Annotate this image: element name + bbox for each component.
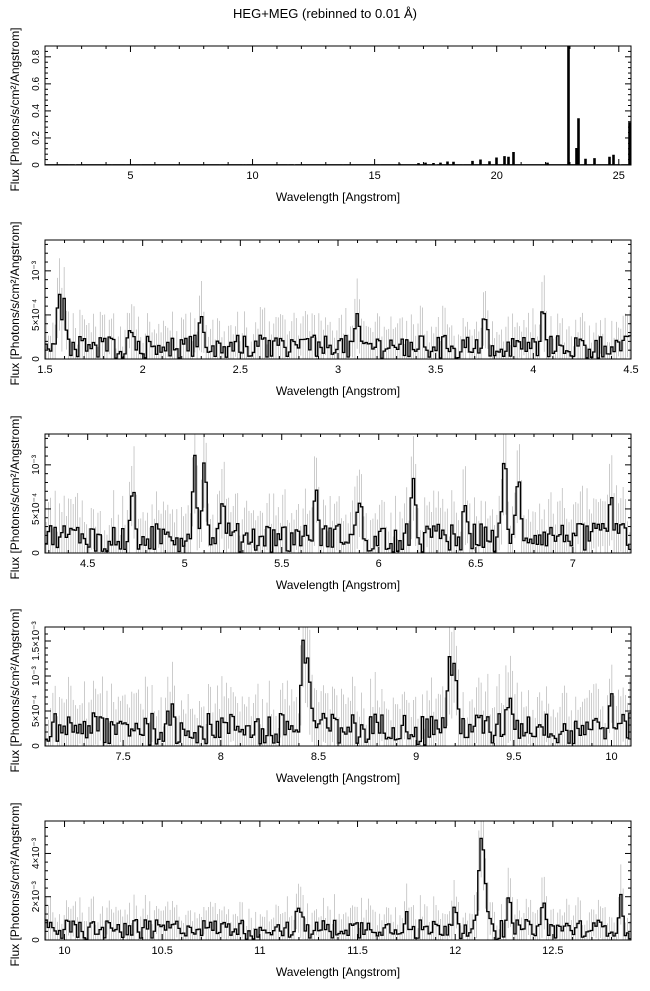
y-axis-label: Flux [Photons/s/cm²/Angstrom]: [8, 221, 22, 385]
x-tick-label: 12.5: [542, 945, 563, 957]
x-tick-label: 6: [376, 558, 382, 570]
y-axis-label: Flux [Photons/s/cm²/Angstrom]: [8, 802, 22, 966]
x-tick-label: 10: [58, 945, 70, 957]
plot-frame: [44, 433, 632, 554]
x-axis-label: Wavelength [Angstrom]: [276, 384, 400, 398]
x-tick-label: 4.5: [80, 558, 95, 570]
x-tick-label: 2.5: [233, 364, 248, 376]
x-tick-label: 4.5: [623, 364, 638, 376]
y-tick-label: 0.4: [31, 104, 42, 118]
y-tick-label: 5×10⁻⁴: [31, 493, 42, 525]
x-tick-label: 1.5: [37, 364, 52, 376]
x-tick-label: 7.5: [115, 751, 130, 763]
x-axis-label: Wavelength [Angstrom]: [276, 190, 400, 204]
y-tick-label: 0: [31, 550, 42, 556]
spectrum-line: [45, 46, 631, 165]
spectrum-data: [45, 46, 631, 165]
x-tick-label: 10: [246, 170, 258, 182]
spectrum-data: [45, 821, 631, 940]
y-axis-label: Flux [Photons/s/cm²/Angstrom]: [8, 27, 22, 191]
x-axis-label: Wavelength [Angstrom]: [276, 965, 400, 979]
y-tick-label: 0.6: [31, 76, 42, 90]
x-tick-label: 25: [613, 170, 625, 182]
x-tick-label: 20: [491, 170, 503, 182]
spectrum-line: [45, 639, 631, 746]
x-axis-label: Wavelength [Angstrom]: [276, 771, 400, 785]
y-tick-label: 2×10⁻³: [31, 880, 42, 912]
spectrum-data: [45, 258, 631, 359]
spectrum-line: [45, 837, 631, 940]
y-tick-label: 0.8: [31, 49, 42, 63]
x-tick-label: 4: [530, 364, 536, 376]
x-tick-label: 9.5: [506, 751, 521, 763]
x-tick-label: 8.5: [311, 751, 326, 763]
x-tick-label: 10.5: [151, 945, 172, 957]
panel-4: 7.5 8 8.5 9 9.5 10 0 5×10⁻⁴ 10⁻³ 1.5×10⁻³ Waveleng…: [8, 608, 632, 785]
plot-frame: [44, 45, 632, 166]
x-tick-label: 3.5: [428, 364, 443, 376]
y-tick-label: 10⁻³: [31, 260, 42, 280]
x-tick-label: 10: [605, 751, 617, 763]
y-tick-label: 5×10⁻⁴: [31, 299, 42, 331]
x-axis-label: Wavelength [Angstrom]: [276, 578, 400, 592]
x-tick-label: 11: [254, 945, 265, 957]
panel-1: 5 10 15 20 25 0 0.2 0.4 0.6 0.8 Wavelength [Angstr…: [8, 27, 632, 204]
x-tick-label: 6.5: [468, 558, 483, 570]
x-tick-label: 11.5: [347, 945, 368, 957]
x-tick-label: 5: [182, 558, 188, 570]
x-tick-label: 2: [140, 364, 146, 376]
y-tick-label: 5×10⁻⁴: [31, 695, 42, 727]
x-tick-label: 9: [413, 751, 419, 763]
y-tick-label: 0: [31, 356, 42, 362]
y-tick-label: 1.5×10⁻³: [31, 621, 42, 661]
panel-5: 10 10.5 11 11.5 12 12.5 0 2×10⁻³ 4×10⁻³ Wavelengt…: [8, 802, 632, 979]
y-tick-label: 10⁻³: [31, 454, 42, 474]
y-axis-label: Flux [Photons/s/cm²/Angstrom]: [8, 608, 22, 772]
spectrum-line: [45, 293, 631, 359]
figure-title: HEG+MEG (rebinned to 0.01 Å): [233, 6, 417, 21]
y-tick-label: 4×10⁻³: [31, 837, 42, 869]
spectrum-data: [45, 434, 631, 553]
x-tick-label: 8: [218, 751, 224, 763]
spectrum-line: [45, 454, 631, 553]
y-axis-label: Flux [Photons/s/cm²/Angstrom]: [8, 415, 22, 579]
x-tick-label: 5.5: [274, 558, 289, 570]
spectrum-data: [45, 627, 631, 746]
y-tick-label: 0: [31, 937, 42, 943]
x-tick-label: 5: [127, 170, 133, 182]
y-tick-label: 0.2: [31, 131, 42, 145]
y-tick-label: 0: [31, 162, 42, 168]
y-tick-label: 0: [31, 743, 42, 749]
y-tick-label: 10⁻³: [31, 665, 42, 685]
panel-2: 1.5 2 2.5 3 3.5 4 4.5 0 5×10⁻⁴ 10⁻³ Wavelength [An…: [8, 221, 639, 398]
x-tick-label: 3: [335, 364, 341, 376]
x-tick-label: 15: [369, 170, 381, 182]
x-tick-label: 7: [570, 558, 576, 570]
panel-3: 4.5 5 5.5 6 6.5 7 0 5×10⁻⁴ 10⁻³ Wavelength [Angst…: [8, 415, 632, 592]
x-tick-label: 12: [449, 945, 461, 957]
